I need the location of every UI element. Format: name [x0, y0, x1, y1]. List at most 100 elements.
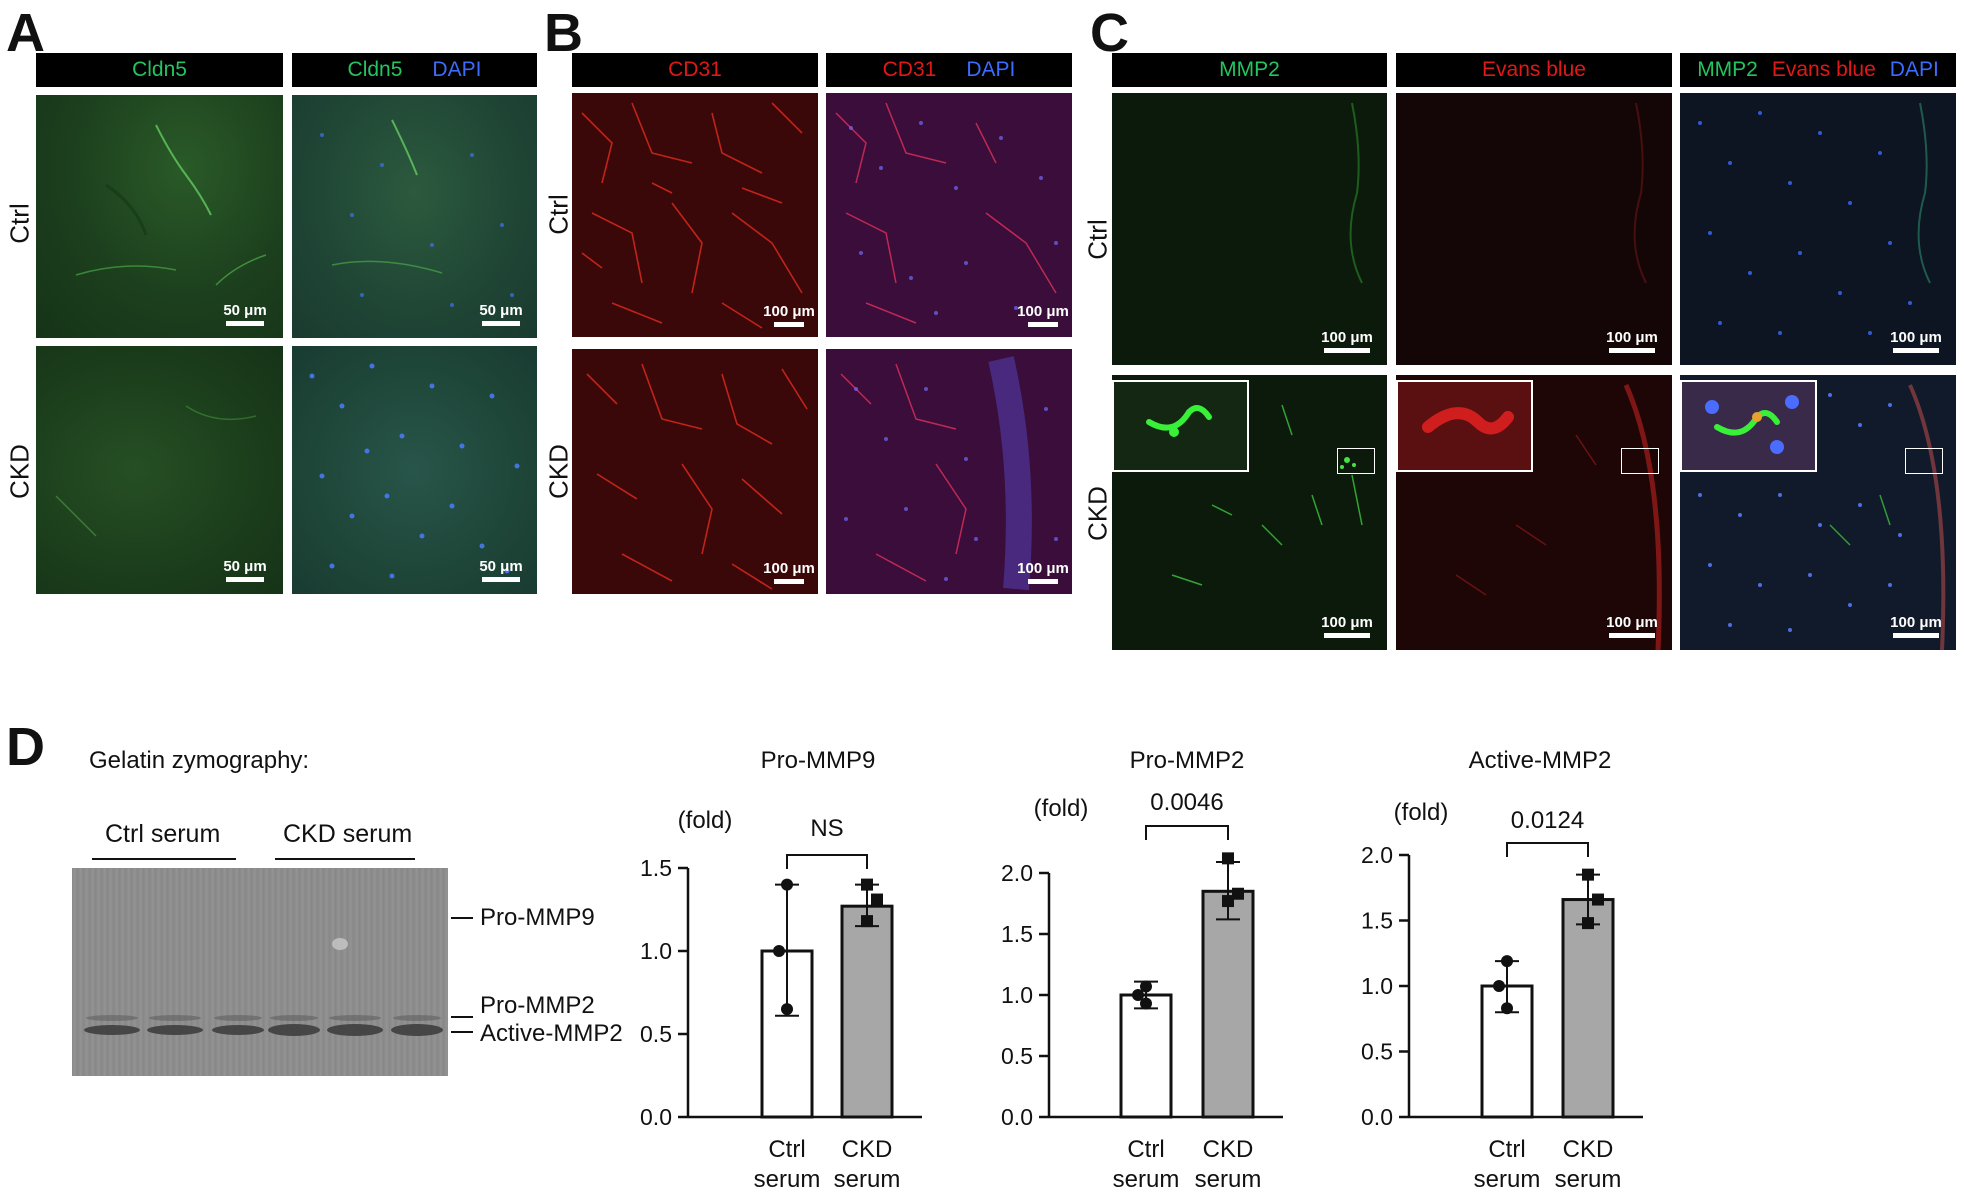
- header-a-cldn5: Cldn5: [36, 53, 283, 87]
- scale-bar: 100 μm: [1014, 561, 1072, 584]
- micrograph-c-ckd-evans: 100 μm: [1396, 375, 1672, 650]
- zoom-inset: [1396, 380, 1533, 472]
- band-label-active-mmp2: Active-MMP2: [480, 1020, 623, 1047]
- data-point-ckd: [1582, 917, 1594, 930]
- data-point-ctrl: [1140, 997, 1152, 1010]
- header-a-merge-dapi: DAPI: [432, 58, 482, 81]
- data-point-ctrl: [773, 945, 785, 957]
- zoom-inset: [1680, 380, 1817, 472]
- scale-bar-label: 100 μm: [1606, 329, 1658, 346]
- significance-bracket: [1145, 825, 1229, 840]
- scale-bar-label: 100 μm: [1606, 614, 1658, 631]
- y-tick-label: 1.0: [640, 938, 672, 964]
- scale-bar-label: 100 μm: [1321, 614, 1373, 631]
- significance-label: 0.0124: [1511, 807, 1584, 834]
- tissue-edge: [1349, 102, 1363, 284]
- significance-label: NS: [810, 815, 843, 842]
- scale-bar: 100 μm: [1600, 330, 1664, 353]
- vessel-overlay: [840, 356, 1058, 591]
- micrograph-b-ckd-cd31: 100 μm: [572, 349, 818, 594]
- scale-bar-label: 100 μm: [1890, 614, 1942, 631]
- header-c-merge-mmp2: MMP2: [1697, 58, 1758, 81]
- inset-vessel: [1146, 405, 1212, 437]
- scale-bar: 100 μm: [1315, 330, 1379, 353]
- micrograph-b-ckd-merge: 100 μm: [826, 349, 1072, 594]
- nuclei-overlay: [1698, 102, 1931, 335]
- scale-bar: 100 μm: [1014, 304, 1072, 327]
- header-a-merge: Cldn5 DAPI: [292, 53, 537, 87]
- chart-title: Pro-MMP2: [1130, 747, 1245, 774]
- significance-bracket: [1506, 842, 1589, 857]
- bar: [840, 904, 894, 1119]
- zoom-region-box: [1337, 448, 1375, 474]
- data-point-ckd: [1232, 887, 1244, 900]
- header-c-mmp2: MMP2: [1112, 53, 1387, 87]
- scale-bar: 100 μm: [1600, 615, 1664, 638]
- micrograph-a-ckd-cldn5: 50 μm: [36, 346, 283, 594]
- panel-label-c: C: [1090, 3, 1129, 63]
- header-b-cd31: CD31: [572, 53, 818, 87]
- nuclei-overlay: [1698, 384, 1946, 650]
- y-tick-label: 0.0: [640, 1104, 672, 1130]
- vessel-overlay: [55, 405, 257, 537]
- x-category-label: Ctrl: [768, 1136, 805, 1163]
- lane-group-ckd-underline: [275, 858, 415, 860]
- tissue-edge: [1455, 383, 1662, 650]
- tissue-edge: [1633, 102, 1647, 284]
- header-c-mmp2-text: MMP2: [1219, 58, 1280, 81]
- header-c-merge-dapi: DAPI: [1889, 58, 1939, 81]
- x-category-label: serum: [1113, 1166, 1180, 1193]
- header-b-cd31-text: CD31: [668, 58, 722, 81]
- scale-bar: 100 μm: [1884, 615, 1948, 638]
- nuclei-overlay: [309, 363, 520, 579]
- data-point-ckd: [1582, 868, 1594, 881]
- x-category-label: CKD: [1203, 1136, 1254, 1163]
- scale-bar-label: 50 μm: [479, 558, 523, 575]
- scale-bar-label: 50 μm: [223, 302, 267, 319]
- data-point-ckd: [1592, 893, 1604, 906]
- bar: [1201, 889, 1255, 1119]
- x-category-label: serum: [1555, 1166, 1622, 1193]
- data-point-ctrl: [781, 878, 793, 891]
- header-c-evans: Evans blue: [1396, 53, 1672, 87]
- band-marker-pro-mmp2: [451, 1016, 473, 1018]
- data-point-ckd: [861, 915, 873, 928]
- panel-label-b: B: [544, 3, 583, 63]
- header-b-merge-dapi: DAPI: [966, 58, 1016, 81]
- lane-group-ckd: CKD serum: [283, 820, 413, 848]
- scale-bar: 100 μm: [1315, 615, 1379, 638]
- data-point-ctrl: [1493, 980, 1505, 992]
- y-tick-label: 1.5: [640, 855, 672, 881]
- header-c-merge-evans: Evans blue: [1771, 58, 1876, 81]
- vessel-overlay: [835, 102, 1058, 324]
- significance-label: 0.0046: [1150, 789, 1223, 816]
- y-axis-label: (fold): [678, 807, 733, 834]
- chart-title: Active-MMP2: [1469, 747, 1612, 774]
- data-point-ctrl: [781, 1003, 793, 1016]
- y-tick-label: 1.5: [1361, 908, 1393, 934]
- scale-bar: 50 μm: [473, 303, 529, 326]
- band-marker-pro-mmp9: [451, 917, 473, 919]
- zymography-gel: [72, 868, 448, 1076]
- y-axis-label: (fold): [1034, 795, 1089, 822]
- x-category-label: Ctrl: [1127, 1136, 1164, 1163]
- y-tick-label: 0.5: [1001, 1043, 1033, 1069]
- vessel-overlay: [320, 119, 514, 307]
- lane-group-ctrl-underline: [92, 858, 236, 860]
- header-c-evans-text: Evans blue: [1482, 58, 1586, 81]
- vessel-overlay: [1171, 404, 1363, 586]
- scale-bar-label: 50 μm: [223, 558, 267, 575]
- y-tick-label: 1.0: [1361, 973, 1393, 999]
- y-tick-label: 0.5: [1361, 1039, 1393, 1065]
- micrograph-c-ctrl-merge: 100 μm: [1680, 93, 1956, 365]
- x-category-label: serum: [754, 1166, 821, 1193]
- x-category-label: serum: [834, 1166, 901, 1193]
- header-a-merge-cldn5: Cldn5: [347, 58, 403, 81]
- zoom-inset: [1112, 380, 1249, 472]
- x-category-label: CKD: [842, 1136, 893, 1163]
- scale-bar: 50 μm: [217, 559, 273, 582]
- scale-bar-label: 100 μm: [1321, 329, 1373, 346]
- data-point-ctrl: [1501, 1002, 1513, 1015]
- micrograph-c-ckd-mmp2: 100 μm: [1112, 375, 1387, 650]
- inset-vessel: [1422, 407, 1514, 435]
